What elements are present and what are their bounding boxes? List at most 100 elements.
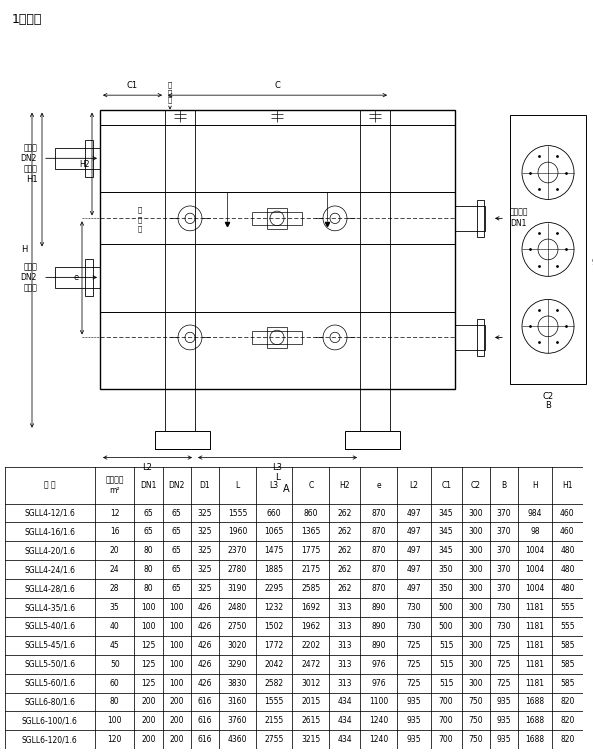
Text: SGLL4-35/1.6: SGLL4-35/1.6	[24, 603, 75, 612]
Bar	[455, 325, 485, 350]
Text: 2585: 2585	[301, 584, 320, 593]
Text: 345: 345	[439, 547, 454, 555]
Text: 730: 730	[496, 603, 511, 612]
Text: 200: 200	[141, 735, 156, 744]
Bar	[510, 115, 586, 384]
Text: 200: 200	[141, 716, 156, 725]
Text: 497: 497	[406, 566, 421, 575]
Text: L: L	[275, 473, 280, 482]
Text: B: B	[502, 480, 506, 489]
Bar	[100, 110, 455, 389]
Text: 870: 870	[371, 547, 385, 555]
Text: 300: 300	[468, 678, 483, 687]
Text: L2: L2	[409, 480, 418, 489]
Text: 725: 725	[497, 641, 511, 650]
Text: 进水口: 进水口	[23, 283, 37, 292]
Text: 200: 200	[170, 716, 184, 725]
Text: 426: 426	[197, 660, 212, 669]
Text: 2295: 2295	[264, 584, 283, 593]
Text: 2750: 2750	[228, 622, 247, 631]
Text: 480: 480	[560, 584, 575, 593]
Text: 3012: 3012	[301, 678, 320, 687]
Text: 426: 426	[197, 678, 212, 687]
Text: L: L	[235, 480, 240, 489]
Text: 气: 气	[168, 89, 172, 96]
Text: 3830: 3830	[228, 678, 247, 687]
Text: 262: 262	[337, 547, 352, 555]
Text: 976: 976	[371, 660, 386, 669]
Text: 820: 820	[560, 735, 575, 744]
Text: 725: 725	[406, 678, 421, 687]
Text: 460: 460	[560, 508, 575, 517]
Text: 2472: 2472	[301, 660, 320, 669]
Text: 325: 325	[197, 527, 212, 536]
Text: 气: 气	[138, 216, 142, 223]
Text: 300: 300	[468, 584, 483, 593]
Text: SGLL5-60/1.6: SGLL5-60/1.6	[24, 678, 75, 687]
Text: 1181: 1181	[525, 660, 544, 669]
Text: 325: 325	[197, 584, 212, 593]
Text: 370: 370	[496, 584, 511, 593]
Text: 90°: 90°	[591, 258, 593, 267]
Text: 1004: 1004	[525, 547, 544, 555]
Text: 孔: 孔	[138, 225, 142, 232]
Text: 585: 585	[560, 678, 575, 687]
Text: 976: 976	[371, 678, 386, 687]
Text: 935: 935	[496, 716, 511, 725]
Text: 262: 262	[337, 508, 352, 517]
Text: 870: 870	[371, 508, 385, 517]
Text: H2: H2	[79, 160, 90, 169]
Text: 497: 497	[406, 547, 421, 555]
Text: 262: 262	[337, 527, 352, 536]
Text: 820: 820	[560, 697, 575, 706]
Bar	[85, 140, 93, 177]
Text: 1004: 1004	[525, 566, 544, 575]
Text: 1885: 1885	[264, 566, 283, 575]
Text: 750: 750	[468, 716, 483, 725]
Text: 2202: 2202	[301, 641, 320, 650]
Text: 3190: 3190	[228, 584, 247, 593]
Text: 700: 700	[439, 716, 454, 725]
Text: 555: 555	[560, 622, 575, 631]
Bar	[55, 148, 100, 169]
Text: 935: 935	[496, 697, 511, 706]
Text: 4360: 4360	[228, 735, 247, 744]
Text: 3215: 3215	[301, 735, 320, 744]
Text: 345: 345	[439, 527, 454, 536]
Text: 125: 125	[141, 678, 156, 687]
Text: e: e	[74, 273, 79, 282]
Text: 426: 426	[197, 622, 212, 631]
Text: SGLL4-20/1.6: SGLL4-20/1.6	[24, 547, 75, 555]
Text: 370: 370	[496, 547, 511, 555]
Text: 65: 65	[172, 566, 181, 575]
Text: 515: 515	[439, 678, 454, 687]
Text: 345: 345	[439, 508, 454, 517]
Text: 820: 820	[560, 716, 575, 725]
Text: 60: 60	[110, 678, 120, 687]
Text: SGLL6-100/1.6: SGLL6-100/1.6	[22, 716, 78, 725]
Text: 100: 100	[141, 622, 156, 631]
Text: 350: 350	[439, 584, 454, 593]
Text: 1475: 1475	[264, 547, 284, 555]
Text: 725: 725	[497, 660, 511, 669]
Text: 放: 放	[138, 207, 142, 213]
Text: 1240: 1240	[369, 735, 388, 744]
Text: 1775: 1775	[301, 547, 320, 555]
Text: 65: 65	[172, 584, 181, 593]
Text: 2480: 2480	[228, 603, 247, 612]
Text: 300: 300	[468, 622, 483, 631]
Bar	[267, 208, 287, 229]
Text: 585: 585	[560, 641, 575, 650]
Bar	[55, 267, 100, 288]
Text: 40: 40	[110, 622, 120, 631]
Text: 1555: 1555	[228, 508, 247, 517]
Text: H1: H1	[26, 175, 38, 184]
Text: 555: 555	[560, 603, 575, 612]
Text: L2: L2	[142, 462, 152, 471]
Text: C2: C2	[471, 480, 481, 489]
Text: 935: 935	[406, 735, 421, 744]
Bar	[85, 259, 93, 296]
Text: 100: 100	[170, 622, 184, 631]
Text: C: C	[275, 81, 280, 90]
Text: C1: C1	[441, 480, 451, 489]
